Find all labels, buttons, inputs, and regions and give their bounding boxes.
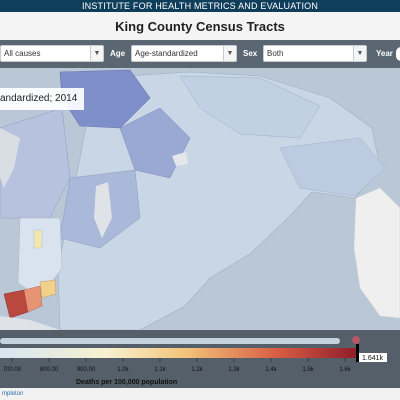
tract-seattle[interactable] — [0, 107, 71, 219]
legend-color-ramp — [0, 348, 358, 358]
cause-select-value: All causes — [4, 49, 41, 58]
footer: mpleton — [0, 388, 400, 400]
chevron-down-icon: ▼ — [353, 46, 366, 61]
outside-county-area — [353, 187, 400, 319]
tract-yellow[interactable] — [33, 229, 43, 249]
legend-max-label: 1.641k — [362, 355, 384, 362]
legend-svg: 700.00 800.00 900.00 1.0k 1.1k 1.2k 1.3k 1.4k 1.… — [0, 336, 387, 386]
legend-panel: 700.00 800.00 900.00 1.0k 1.1k 1.2k 1.3k 1.4k 1.… — [0, 330, 400, 388]
org-name: INSTITUTE FOR HEALTH METRICS AND EVALUAT… — [81, 1, 319, 11]
sex-select-value: Both — [267, 49, 284, 58]
chevron-down-icon: ▼ — [90, 46, 103, 61]
tract-northeast[interactable] — [179, 75, 321, 139]
legend-tick-label: 1.1k — [154, 367, 166, 373]
age-label: Age — [110, 49, 126, 58]
legend-tick-label: 1.5k — [302, 367, 314, 373]
legend-tick-label: 1.6k — [339, 367, 351, 373]
legend-histogram-track — [0, 338, 340, 344]
legend-tick-label: 1.2k — [191, 367, 203, 373]
year-toggle[interactable] — [396, 47, 400, 61]
sex-select[interactable]: Both ▼ — [263, 45, 367, 62]
page-title: King County Census Tracts — [115, 18, 285, 34]
legend-handle[interactable] — [352, 336, 360, 344]
map-canvas[interactable] — [0, 68, 400, 330]
legend-tick-label: 1.4k — [265, 367, 277, 373]
water-puget-sound — [0, 128, 20, 188]
tract-elevated[interactable] — [23, 285, 43, 313]
age-select[interactable]: Age-standardized ▼ — [131, 45, 237, 62]
footer-link[interactable]: mpleton — [2, 391, 24, 397]
legend-max-marker[interactable] — [356, 344, 359, 362]
org-header-bar: INSTITUTE FOR HEALTH METRICS AND EVALUAT… — [0, 0, 400, 12]
legend-tick-label: 800.00 — [40, 367, 59, 373]
legend-max-label-box — [359, 353, 387, 362]
chevron-down-icon: ▼ — [223, 46, 236, 61]
title-bar: King County Census Tracts — [0, 12, 400, 40]
water-south-sound — [0, 316, 60, 330]
year-label: Year — [376, 49, 393, 58]
water-lake-washington — [94, 182, 112, 238]
water-lake-sammamish — [172, 152, 188, 166]
legend-tick-label: 900.00 — [77, 367, 96, 373]
legend-tick-label: 1.0k — [117, 367, 129, 373]
tract-cascades[interactable] — [279, 137, 386, 197]
legend-ticks: 700.00 800.00 900.00 1.0k 1.1k 1.2k 1.3k 1.4k 1.… — [3, 358, 352, 373]
legend-title: Deaths per 100,000 population — [76, 379, 177, 386]
census-tract-map[interactable]: andardized; 2014 — [0, 68, 400, 330]
map-subtitle: andardized; 2014 — [0, 88, 84, 110]
sex-label: Sex — [243, 49, 258, 58]
tract-moderate[interactable] — [39, 279, 57, 299]
age-select-value: Age-standardized — [135, 49, 198, 58]
legend-tick-label: 700.00 — [3, 367, 22, 373]
legend-tick-label: 1.3k — [228, 367, 240, 373]
cause-select[interactable]: All causes ▼ — [0, 45, 104, 62]
map-subtitle-text: andardized; 2014 — [0, 93, 78, 104]
filter-bar: All causes ▼ Age Age-standardized ▼ Sex … — [0, 40, 400, 68]
